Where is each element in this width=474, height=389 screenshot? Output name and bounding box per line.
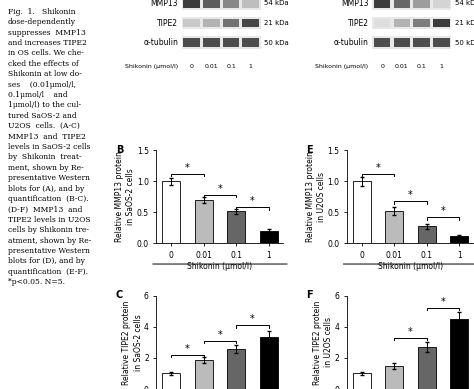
Text: *: * xyxy=(375,163,380,173)
Bar xyxy=(374,38,391,47)
Text: 50 kDa: 50 kDa xyxy=(264,40,289,46)
Text: *: * xyxy=(250,314,255,324)
Bar xyxy=(385,211,403,244)
Text: Shikonin (μmol/l): Shikonin (μmol/l) xyxy=(315,64,369,69)
Bar xyxy=(373,17,451,30)
Text: *: * xyxy=(185,344,190,354)
Text: *: * xyxy=(250,196,255,207)
Bar xyxy=(183,0,200,8)
Bar xyxy=(418,226,436,244)
Text: F: F xyxy=(306,290,313,300)
Bar xyxy=(223,38,239,47)
Bar xyxy=(183,19,200,28)
Text: *: * xyxy=(408,190,413,200)
Bar xyxy=(450,319,468,389)
Bar xyxy=(413,0,430,8)
Text: *: * xyxy=(441,207,446,216)
Bar xyxy=(373,36,451,49)
Bar xyxy=(260,231,278,244)
Bar xyxy=(353,181,371,244)
Bar xyxy=(433,19,449,28)
Text: Fig.  1.   Shikonin
dose-dependently
suppresses  MMP13
and increases TIPE2
in OS: Fig. 1. Shikonin dose-dependently suppre… xyxy=(8,8,91,286)
Bar xyxy=(393,19,410,28)
Text: 50 kDa: 50 kDa xyxy=(455,40,474,46)
Y-axis label: Relative MMP13 protein
in U2OS cells: Relative MMP13 protein in U2OS cells xyxy=(306,151,326,242)
Text: MMP13: MMP13 xyxy=(151,0,178,8)
Text: 1: 1 xyxy=(249,64,253,69)
Bar xyxy=(450,236,468,244)
Bar xyxy=(393,38,410,47)
X-axis label: Shikonin (μmol/l): Shikonin (μmol/l) xyxy=(378,261,443,270)
Bar xyxy=(393,0,410,8)
Text: A: A xyxy=(146,0,154,2)
X-axis label: Shikonin (μmol/l): Shikonin (μmol/l) xyxy=(187,261,253,270)
Bar xyxy=(243,38,259,47)
Bar xyxy=(223,0,239,8)
Text: 21 kDa: 21 kDa xyxy=(455,20,474,26)
Bar xyxy=(203,19,219,28)
Bar xyxy=(374,0,391,8)
Bar xyxy=(183,38,200,47)
Text: E: E xyxy=(306,145,313,154)
Bar xyxy=(223,19,239,28)
Text: MMP13: MMP13 xyxy=(341,0,369,8)
Bar xyxy=(162,373,180,389)
Text: Shikonin (μmol/l): Shikonin (μmol/l) xyxy=(125,64,178,69)
Text: 54 kDa: 54 kDa xyxy=(264,0,289,7)
Bar xyxy=(353,373,371,389)
Bar xyxy=(260,337,278,389)
Bar xyxy=(413,19,430,28)
Bar xyxy=(203,38,219,47)
Text: *: * xyxy=(408,327,413,337)
Bar xyxy=(243,0,259,8)
Bar xyxy=(182,17,261,30)
Bar xyxy=(203,0,219,8)
Text: 0.1: 0.1 xyxy=(417,64,427,69)
Bar xyxy=(373,0,451,10)
Text: TIPE2: TIPE2 xyxy=(347,19,369,28)
Bar xyxy=(182,36,261,49)
Bar xyxy=(227,349,245,389)
Text: *: * xyxy=(218,184,222,194)
Y-axis label: Relative TIPE2 protein
in SaOS-2 cells: Relative TIPE2 protein in SaOS-2 cells xyxy=(122,300,143,384)
Bar xyxy=(195,360,213,389)
Bar xyxy=(385,366,403,389)
Text: D: D xyxy=(337,0,345,2)
Text: TIPE2: TIPE2 xyxy=(157,19,178,28)
Bar xyxy=(433,0,449,8)
Text: *: * xyxy=(218,330,222,340)
Text: α-tubulin: α-tubulin xyxy=(334,38,369,47)
Y-axis label: Relative TIPE2 protein
in U2OS cells: Relative TIPE2 protein in U2OS cells xyxy=(313,300,333,384)
Text: 21 kDa: 21 kDa xyxy=(264,20,289,26)
Text: 0: 0 xyxy=(190,64,193,69)
Bar xyxy=(195,200,213,244)
Text: C: C xyxy=(116,290,123,300)
Bar xyxy=(433,38,449,47)
Bar xyxy=(374,19,391,28)
Bar xyxy=(413,38,430,47)
Bar xyxy=(162,181,180,244)
Text: 0.01: 0.01 xyxy=(205,64,218,69)
Text: α-tubulin: α-tubulin xyxy=(143,38,178,47)
Text: 0: 0 xyxy=(380,64,384,69)
Y-axis label: Relative MMP13 protein
in SaOS-2 cells: Relative MMP13 protein in SaOS-2 cells xyxy=(115,151,135,242)
Bar xyxy=(418,347,436,389)
Bar xyxy=(182,0,261,10)
Text: *: * xyxy=(441,297,446,307)
Text: *: * xyxy=(185,163,190,173)
Text: 1: 1 xyxy=(439,64,443,69)
Bar xyxy=(227,211,245,244)
Text: 54 kDa: 54 kDa xyxy=(455,0,474,7)
Bar xyxy=(243,19,259,28)
Text: B: B xyxy=(116,145,123,154)
Text: 0.1: 0.1 xyxy=(226,64,236,69)
Text: 0.01: 0.01 xyxy=(395,64,409,69)
